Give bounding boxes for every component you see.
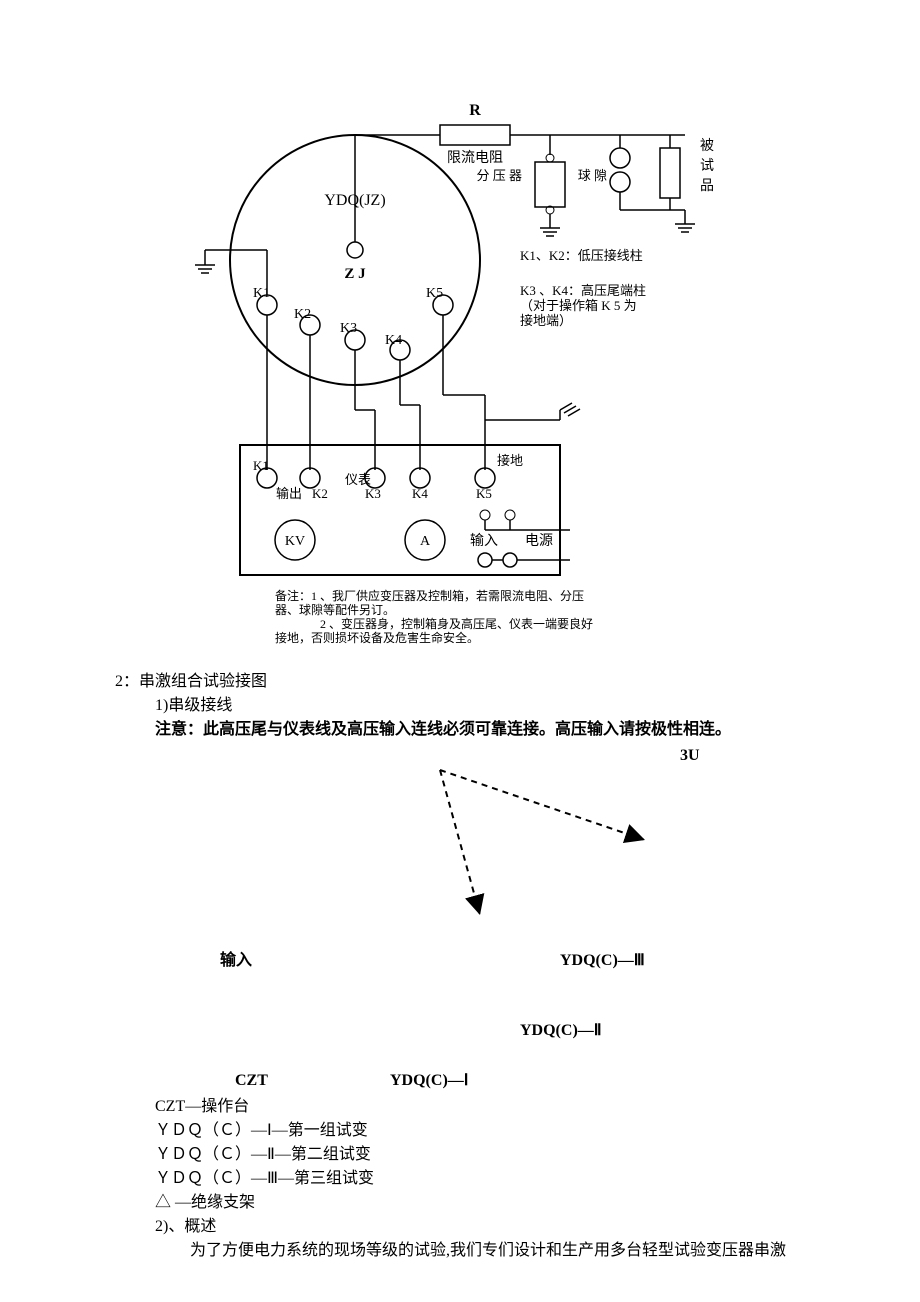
box-input-label: 输入 <box>470 533 498 549</box>
legend-czt: CZT—操作台 <box>0 1095 920 1119</box>
input-terminal2 <box>503 553 517 567</box>
box-k1-label: K1 <box>253 458 269 473</box>
section2-sub2-text: 为了方便电力系统的现场等级的试验,我们专们设计和生产用多台轻型试验变压器串激 <box>0 1239 920 1263</box>
box-output-label: 输出 <box>276 486 302 501</box>
sphere-top <box>610 148 630 168</box>
sample-char1: 被 <box>700 138 714 154</box>
power-top2 <box>505 510 515 520</box>
box-power-label: 电源 <box>525 533 553 549</box>
sample-char3: 品 <box>700 179 714 194</box>
r-label: R <box>469 102 481 119</box>
section2-title: 2：串激组合试验接图 <box>0 670 920 694</box>
k2-label: K2 <box>294 307 311 322</box>
section2-note: 注意：此高压尾与仪表线及高压输入连线必须可靠连接。高压输入请按极性相连。 <box>0 718 920 742</box>
arrow-1 <box>440 770 645 840</box>
divider-top-circle <box>546 154 554 162</box>
box-k5 <box>475 468 495 488</box>
arrow-2 <box>440 770 480 915</box>
box-k2-label: K2 <box>312 486 328 501</box>
sample-box <box>660 148 680 198</box>
label-czt: CZT <box>235 1072 268 1089</box>
resistor-box <box>440 125 510 145</box>
top-terminal-circle <box>347 242 363 258</box>
remark-line2: 器、球隙等配件另订。 <box>275 603 395 617</box>
sample-char2: 试 <box>700 158 714 174</box>
circuit-diagram: R 限流电阻 分 压 器 球 隙 被 试 品 <box>0 100 920 660</box>
label-3u: 3U <box>680 747 700 764</box>
k5-label: K5 <box>426 286 443 301</box>
k3-label: K3 <box>340 321 357 336</box>
resistor-label: 限流电阻 <box>447 150 503 166</box>
box-ground-label: 接地 <box>497 453 523 468</box>
divider-box <box>535 162 565 207</box>
sphere-bottom <box>610 172 630 192</box>
section2-sub1: 1)串级接线 <box>0 694 920 718</box>
input-terminal1 <box>478 553 492 567</box>
legend-ydq2: ＹＤＱ（Ｃ）—Ⅱ—第二组试变 <box>0 1143 920 1167</box>
label-ydq2: YDQ(C)—Ⅱ <box>520 1022 602 1039</box>
remark-line0: 备注：1 、我厂供应变压器及控制箱，若需限流电阻、分压 <box>275 588 584 603</box>
label-ydq3: YDQ(C)—Ⅲ <box>560 952 645 969</box>
sphere-label: 球 隙 <box>578 168 607 183</box>
box-k3-label: K3 <box>365 486 381 501</box>
cascade-diagram: 3U 输入 YDQ(C)—Ⅲ YDQ(C)—Ⅱ CZT YDQ(C)—Ⅰ <box>0 740 920 1090</box>
divider-label: 分 压 器 <box>476 168 522 183</box>
legend-ydq1: ＹＤＱ（Ｃ）—Ⅰ—第一组试变 <box>0 1119 920 1143</box>
remark-line3: 2 、变压器身，控制箱身及高压尾、仪表一端要良好 <box>320 616 593 631</box>
box-meter-label: 仪表 <box>345 472 371 487</box>
section2: 2：串激组合试验接图 1)串级接线 注意：此高压尾与仪表线及高压输入连线必须可靠… <box>0 670 920 742</box>
label-input: 输入 <box>220 950 252 969</box>
a-label: A <box>420 534 431 549</box>
legend-ydq3: ＹＤＱ（Ｃ）—Ⅲ—第三组试变 <box>0 1167 920 1191</box>
legend-triangle: △ —绝缘支架 <box>0 1191 920 1215</box>
zj-label: Z J <box>344 266 366 282</box>
box-k5-label: K5 <box>476 486 492 501</box>
kv-label: KV <box>285 534 305 549</box>
box-k2 <box>300 468 320 488</box>
note-k3k4-1: K3 、K4：高压尾端柱 <box>520 283 646 298</box>
note-k1k2: K1、K2：低压接线柱 <box>520 248 643 263</box>
remark-line4: 接地，否则损坏设备及危害生命安全。 <box>275 630 479 645</box>
k4-label: K4 <box>385 333 402 348</box>
box-k4-label: K4 <box>412 486 428 501</box>
section2-sub2: 2)、概述 <box>0 1215 920 1239</box>
box-k4 <box>410 468 430 488</box>
document-page: R 限流电阻 分 压 器 球 隙 被 试 品 <box>0 0 920 1302</box>
power-top1 <box>480 510 490 520</box>
legend-section: CZT—操作台 ＹＤＱ（Ｃ）—Ⅰ—第一组试变 ＹＤＱ（Ｃ）—Ⅱ—第二组试变 ＹＤ… <box>0 1095 920 1263</box>
label-ydq1: YDQ(C)—Ⅰ <box>390 1072 468 1089</box>
note-k3k4-2: （对于操作箱 K 5 为 <box>520 298 637 313</box>
note-k3k4-3: 接地端） <box>520 313 572 328</box>
